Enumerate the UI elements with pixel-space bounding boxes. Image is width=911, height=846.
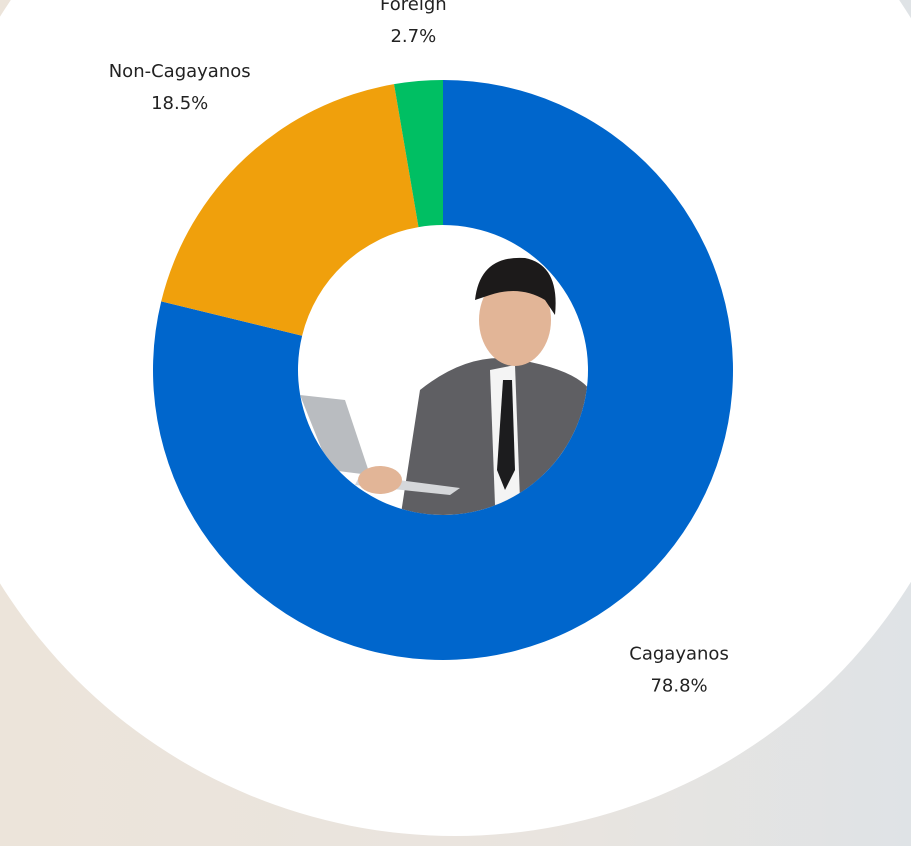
slice-value: 2.7% [390, 26, 436, 47]
center-photo [298, 225, 588, 515]
donut-slice [161, 84, 419, 336]
slice-label: Non-Cagayanos [109, 61, 251, 82]
slice-value: 18.5% [151, 93, 208, 114]
slice-label: Foreign [380, 0, 447, 15]
donut-slice [152, 80, 734, 660]
slice-value: 78.8% [650, 675, 707, 696]
slice-label: Cagayanos [629, 643, 729, 664]
donut [152, 80, 734, 660]
donut-slice [394, 80, 443, 228]
labels: Cagayanos 78.8% Non-Cagayanos 18.5% Foreign 2… [109, 0, 729, 696]
